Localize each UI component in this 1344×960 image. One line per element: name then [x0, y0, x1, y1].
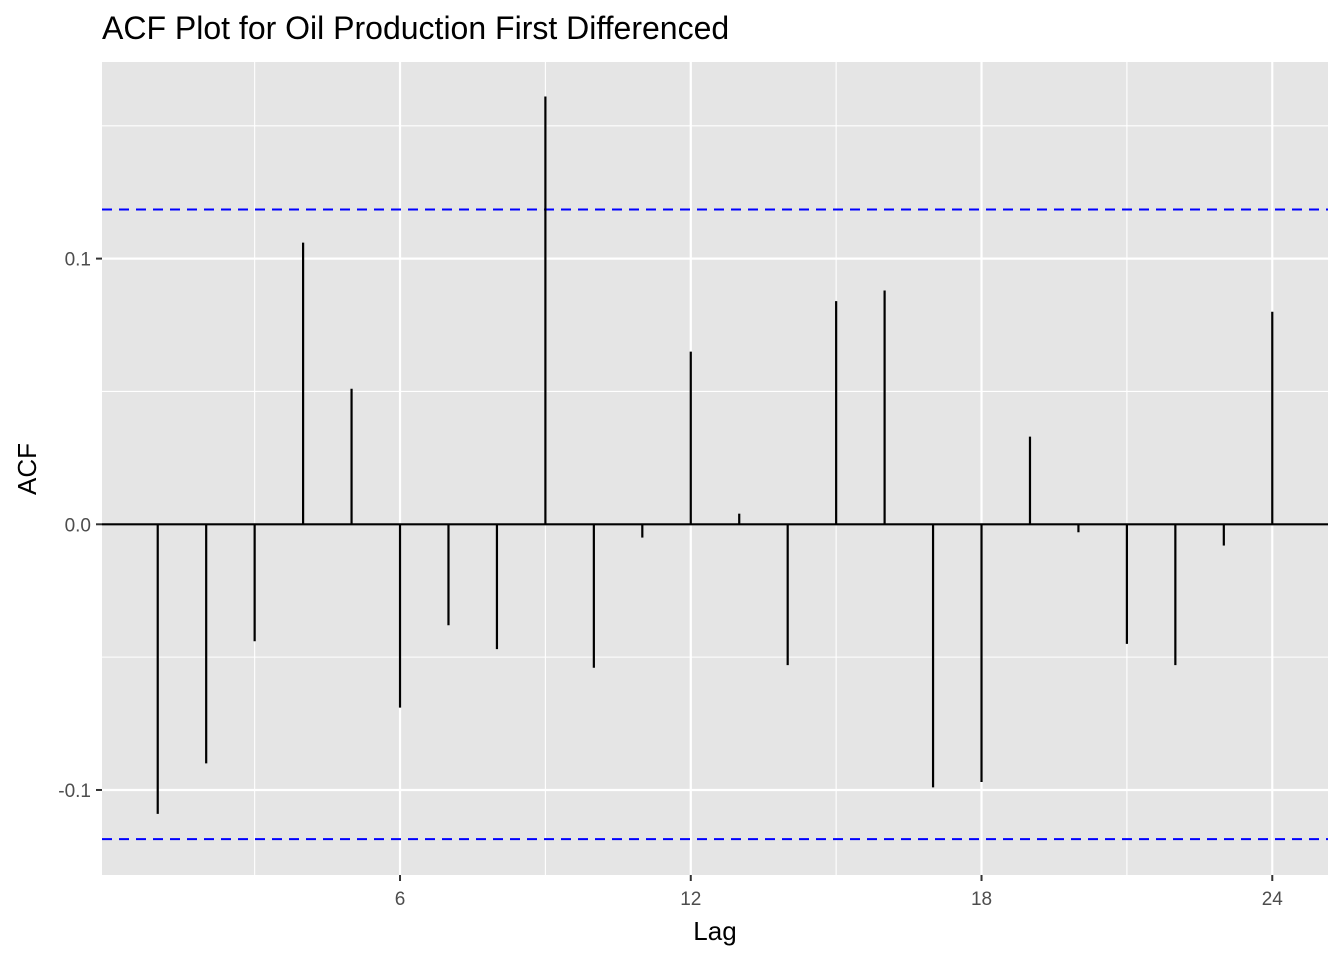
x-axis-title: Lag — [693, 916, 736, 946]
y-tick-label: 0.0 — [65, 515, 91, 536]
x-axis-ticks: 6 12 18 24 — [395, 875, 1284, 910]
y-axis-ticks: -0.1 0.0 0.1 — [58, 250, 102, 802]
y-tick-label: 0.1 — [65, 250, 91, 271]
chart-title: ACF Plot for Oil Production First Differ… — [102, 10, 729, 46]
acf-spikes — [102, 96, 1328, 814]
confidence-bounds — [102, 208, 1328, 841]
y-axis-title: ACF — [12, 443, 42, 495]
x-tick-label: 24 — [1262, 889, 1284, 910]
x-tick-label: 12 — [680, 889, 701, 910]
x-tick-label: 18 — [971, 889, 992, 910]
plot-panel — [102, 62, 1328, 875]
x-tick-label: 6 — [395, 889, 406, 910]
y-tick-label: -0.1 — [58, 781, 91, 802]
